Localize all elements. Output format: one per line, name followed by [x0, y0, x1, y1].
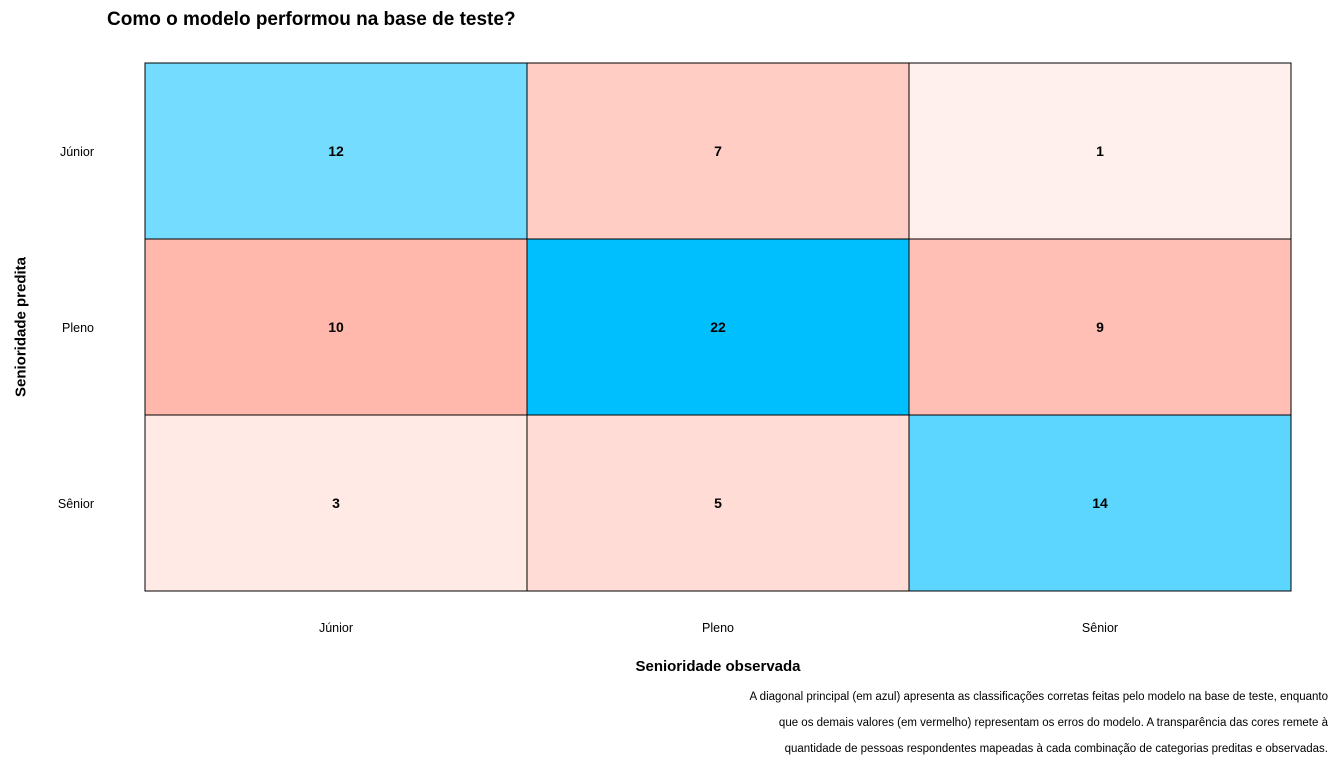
- caption-line: A diagonal principal (em azul) apresenta…: [749, 691, 1328, 703]
- cell-value-label: 7: [714, 143, 722, 159]
- cell-value-label: 10: [328, 319, 344, 335]
- y-tick-label: Sênior: [58, 497, 94, 511]
- heatmap-cell: [908, 62, 1292, 240]
- cell-value-label: 1: [1096, 143, 1104, 159]
- heatmap-cell: [144, 238, 528, 416]
- cell-value-label: 12: [328, 143, 344, 159]
- heatmap-cell: [526, 238, 910, 416]
- heatmap-cell: [908, 238, 1292, 416]
- y-tick-label: Júnior: [60, 145, 94, 159]
- chart-caption: A diagonal principal (em azul) apresenta…: [688, 684, 1328, 762]
- y-tick-label: Pleno: [62, 321, 94, 335]
- caption-line: que os demais valores (em vermelho) repr…: [778, 717, 1328, 729]
- x-axis-title: Senioridade observada: [635, 658, 801, 675]
- x-tick-label: Júnior: [319, 621, 353, 635]
- y-axis-title: Senioridade predita: [12, 256, 30, 398]
- cell-value-label: 9: [1096, 319, 1104, 335]
- cell-value-label: 5: [714, 495, 722, 511]
- cell-value-label: 3: [332, 495, 340, 511]
- x-tick-label: Sênior: [1082, 621, 1118, 635]
- cell-value-label: 14: [1092, 495, 1108, 511]
- caption-line: quantidade de pessoas respondentes mapea…: [784, 743, 1328, 755]
- heatmap-cell: [908, 414, 1292, 592]
- chart-title: Como o modelo performou na base de teste…: [107, 9, 516, 30]
- heatmap-cell: [526, 62, 910, 240]
- cell-value-label: 22: [710, 319, 726, 335]
- heatmap-cell: [144, 414, 528, 592]
- heatmap-cell: [526, 414, 910, 592]
- x-tick-label: Pleno: [702, 621, 734, 635]
